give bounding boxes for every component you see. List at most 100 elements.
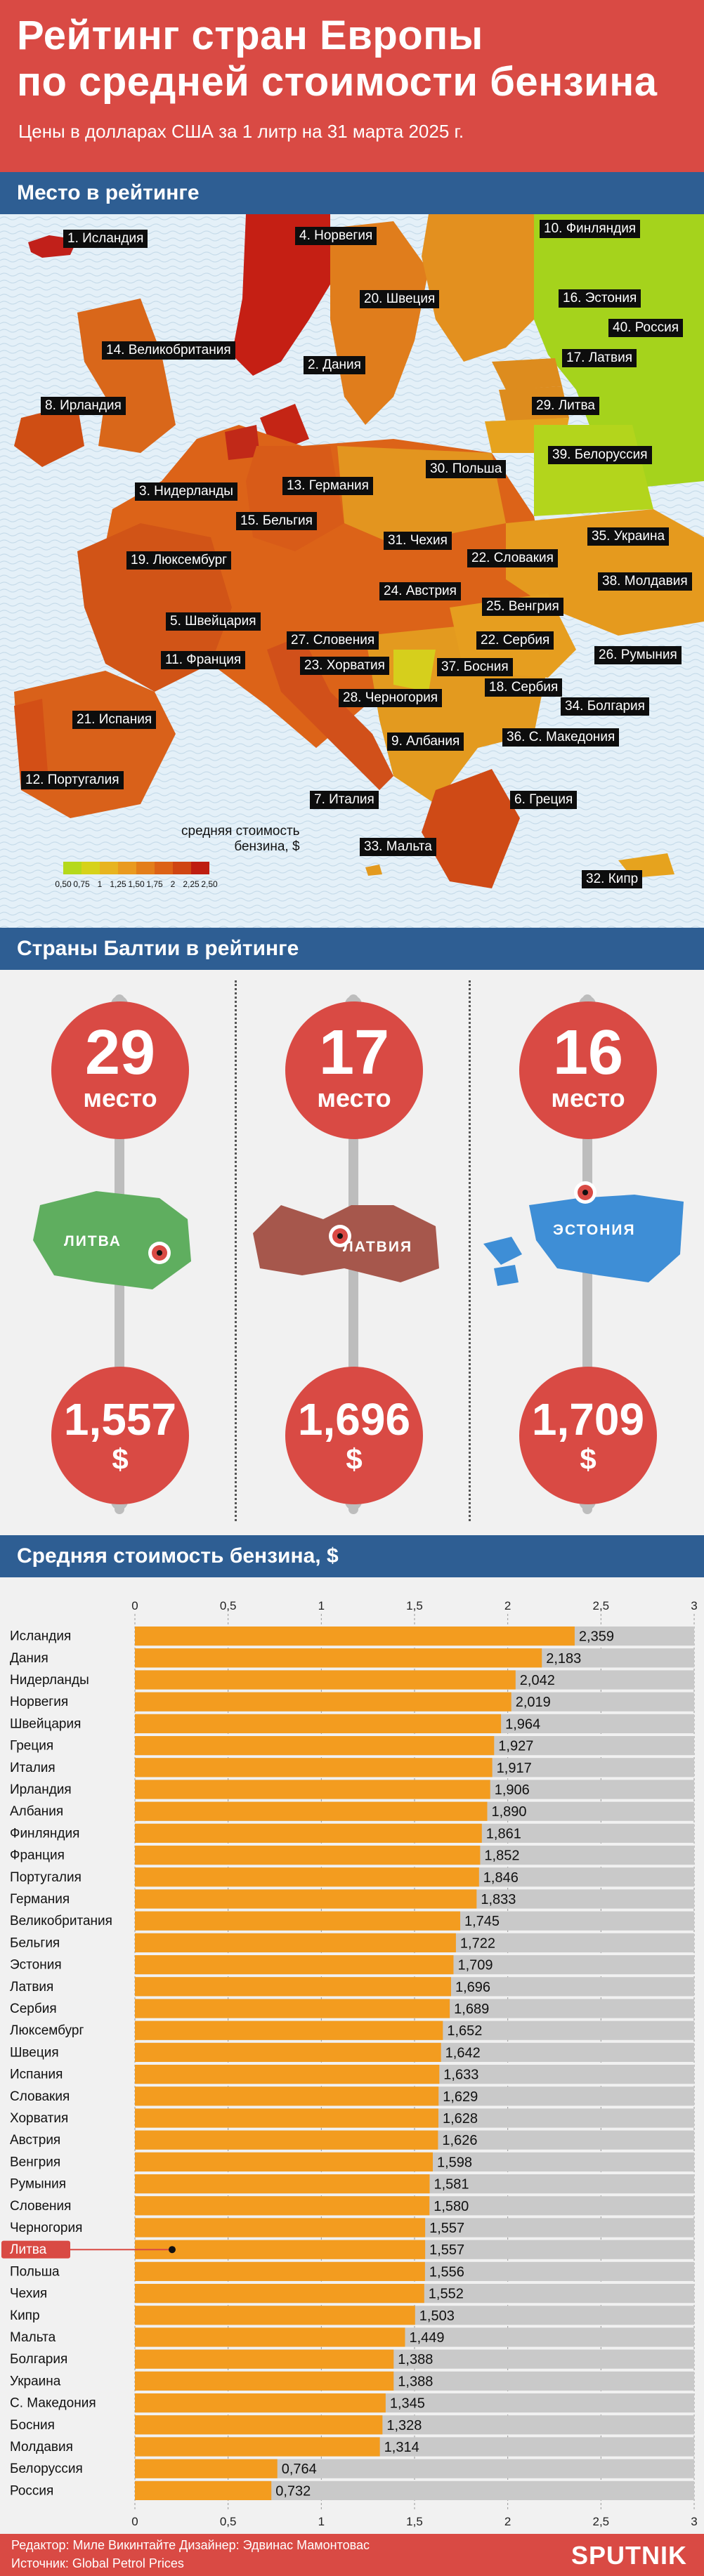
category-label: Дания — [10, 1651, 48, 1666]
europe-map: 1. Исландия 4. Норвегия 10. Финляндия 20… — [0, 214, 704, 928]
category-label: Литва — [10, 2242, 47, 2257]
bar — [135, 2371, 394, 2391]
baltic-card-lithuania: 29 место ЛИТВА 1,557 $ — [12, 973, 223, 1535]
legend-swatch — [173, 862, 191, 874]
category-label: Ирландия — [10, 1782, 72, 1797]
x-tick-label-bottom: 3 — [691, 2515, 697, 2528]
rank-number: 29 — [84, 1018, 156, 1088]
legend-tick: 2,50 — [201, 879, 218, 889]
bar-chart: 0 0 0,5 0,5 1 1 1,5 1,5 2 2 2,5 2,5 3 3 Исландия 2,359 Д… — [0, 1577, 704, 2534]
value-label: 1,696 — [455, 1980, 490, 1995]
value-label: 1,722 — [460, 1936, 495, 1951]
bar — [135, 2196, 430, 2216]
estonia-map-shape — [483, 1181, 684, 1286]
category-label: Франция — [10, 1848, 65, 1863]
x-tick-label-top: 1,5 — [406, 1599, 423, 1612]
map-label: 9. Албания — [387, 732, 464, 751]
value-label: 1,846 — [483, 1870, 519, 1886]
map-label: 36. С. Македония — [502, 728, 620, 747]
category-label: Украина — [10, 2374, 61, 2388]
map-label: 37. Босния — [437, 658, 513, 676]
category-label: Швейцария — [10, 1716, 81, 1731]
value-label: 1,629 — [443, 2089, 478, 2105]
category-label: Бельгия — [10, 1936, 60, 1950]
bar — [135, 2130, 438, 2150]
value-label: 1,852 — [484, 1848, 519, 1864]
map-label: 18. Сербия — [485, 678, 563, 697]
rank-circle: 17 место — [285, 1001, 423, 1139]
lithuania-map-shape — [33, 1191, 191, 1289]
value-label: 1,581 — [434, 2177, 469, 2193]
value-label: 1,628 — [443, 2111, 478, 2127]
country-name: ЭСТОНИЯ — [553, 1222, 636, 1238]
page-subtitle: Цены в долларах США за 1 литр на 31 март… — [18, 121, 464, 142]
map-label: 23. Хорватия — [300, 657, 389, 675]
bar — [135, 2480, 272, 2500]
value-label: 1,626 — [442, 2133, 477, 2148]
category-label: Германия — [10, 1892, 70, 1907]
legend-tick: 1 — [98, 879, 103, 889]
map-label: 19. Люксембург — [126, 551, 232, 570]
map-label: 28. Черногория — [339, 689, 443, 707]
legend-swatch — [82, 862, 100, 874]
value-label: 1,633 — [443, 2068, 478, 2083]
value-label: 2,183 — [546, 1651, 581, 1667]
category-label: Румыния — [10, 2177, 66, 2192]
bar — [135, 1627, 575, 1646]
value-label: 1,652 — [447, 2023, 482, 2039]
map-label: 4. Норвегия — [295, 227, 377, 245]
category-label: Хорватия — [10, 2111, 68, 2126]
map-label: 29. Литва — [532, 397, 599, 415]
legend-tick: 0,75 — [73, 879, 90, 889]
bar — [135, 2284, 424, 2304]
value-label: 0,764 — [282, 2462, 317, 2477]
bar — [135, 1999, 450, 2018]
x-tick-label-bottom: 2,5 — [593, 2515, 610, 2528]
category-label: Кипр — [10, 2308, 40, 2323]
baltic-panel: 29 место ЛИТВА 1,557 $ 17 место ЛАТВИЯ 1… — [0, 973, 704, 1535]
map-label: 34. Болгария — [561, 697, 649, 716]
x-tick-label-top: 0 — [131, 1599, 138, 1612]
bar-chart-svg: 0 0 0,5 0,5 1 1 1,5 1,5 2 2 2,5 2,5 3 3 Исландия 2,359 Д… — [1, 1599, 698, 2528]
section-title-map: Место в рейтинге — [17, 181, 200, 204]
bar — [135, 1692, 511, 1711]
price-value: 1,696 — [297, 1394, 411, 1445]
bar — [135, 2415, 383, 2435]
value-label: 1,345 — [390, 2396, 425, 2412]
legend-tick: 1,75 — [146, 879, 163, 889]
divider — [469, 980, 471, 1521]
value-label: 0,732 — [275, 2483, 311, 2499]
map-legend-scale: 0,50 0,75 1 1,25 1,50 1,75 2 2,25 2,50 — [55, 862, 218, 889]
category-label: Испания — [10, 2068, 63, 2082]
rank-number: 16 — [552, 1018, 624, 1088]
value-label: 1,689 — [454, 2002, 489, 2017]
value-label: 1,552 — [429, 2287, 464, 2302]
value-label: 2,042 — [520, 1673, 555, 1688]
header: Рейтинг стран Европы по средней стоимост… — [0, 0, 704, 172]
price-currency: $ — [580, 1443, 597, 1476]
bar — [135, 1977, 452, 1997]
bar — [135, 2108, 438, 2128]
value-label: 1,917 — [497, 1761, 532, 1776]
category-label: Люксембург — [10, 2023, 84, 2038]
baltic-card-estonia: 16 место ЭСТОНИЯ 1,709 $ — [480, 973, 691, 1535]
legend-swatch — [100, 862, 118, 874]
bar — [135, 2393, 386, 2413]
value-label: 1,861 — [486, 1826, 521, 1841]
category-label: Черногория — [10, 2221, 82, 2235]
rank-circle: 16 место — [519, 1001, 657, 1139]
x-tick-label-bottom: 0,5 — [220, 2515, 237, 2528]
bar — [135, 2065, 440, 2084]
category-label: Норвегия — [10, 1695, 68, 1709]
map-label: 21. Испания — [72, 711, 157, 729]
value-label: 2,019 — [516, 1695, 551, 1710]
map-label: 7. Италия — [310, 791, 379, 809]
category-label: С. Македония — [10, 2396, 96, 2411]
map-label: 27. Словения — [287, 631, 379, 650]
category-label: Россия — [10, 2483, 53, 2498]
map-label: 30. Польша — [426, 460, 507, 478]
bar — [135, 2020, 443, 2040]
latvia-map-shape — [253, 1205, 439, 1282]
bar — [135, 1889, 477, 1909]
map-label: 22. Словакия — [467, 549, 558, 567]
